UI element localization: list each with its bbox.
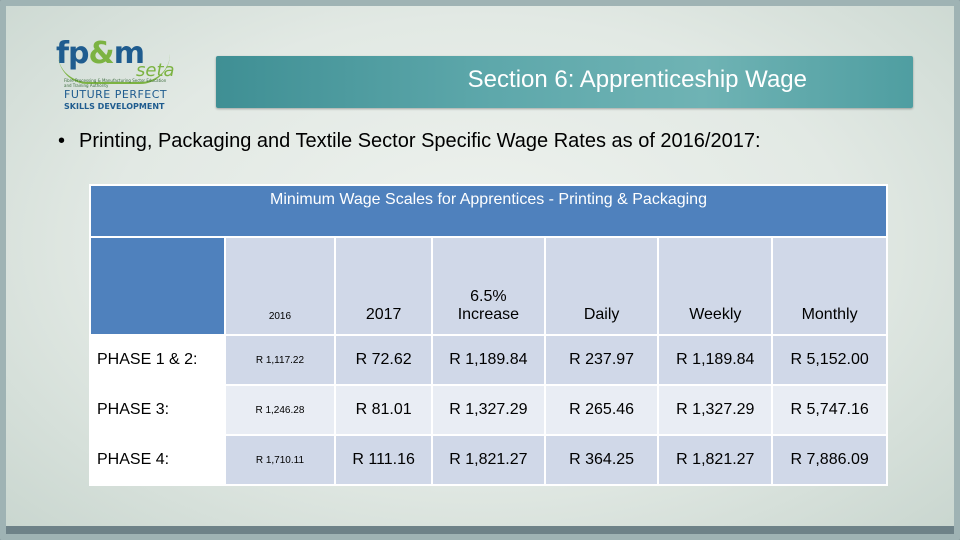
row-phase: PHASE 3: xyxy=(89,384,226,436)
cell-2016: R 1,117.22 xyxy=(223,334,337,386)
logo-tagline: Fibre Processing & Manufacturing Sector … xyxy=(64,78,167,88)
wage-table: Minimum Wage Scales for Apprentices - Pr… xyxy=(89,184,888,486)
header-2016: 2016 xyxy=(223,236,337,336)
logo-future-perfect: FUTURE PERFECT xyxy=(64,88,168,101)
cell-2017: R 72.62 xyxy=(334,334,434,386)
cell-2016: R 1,246.28 xyxy=(223,384,337,436)
table-row: PHASE 3: R 1,246.28 R 81.01 R 1,327.29 R… xyxy=(89,384,888,436)
cell-increase: R 1,327.29 xyxy=(431,384,546,436)
bullet-point: • Printing, Packaging and Textile Sector … xyxy=(58,130,761,153)
cell-monthly: R 7,886.09 xyxy=(771,434,888,486)
slide-title: Section 6: Apprenticeship Wage xyxy=(467,66,807,93)
header-2017: 2017 xyxy=(334,236,434,336)
fpm-seta-logo: fp&m seta Fibre Processing & Manufacturi… xyxy=(56,36,181,122)
header-increase: 6.5% Increase xyxy=(431,236,546,336)
cell-2016: R 1,710.11 xyxy=(223,434,337,486)
table-row: PHASE 1 & 2: R 1,117.22 R 72.62 R 1,189.… xyxy=(89,334,888,386)
logo-seta: seta xyxy=(136,60,175,81)
cell-monthly: R 5,747.16 xyxy=(771,384,888,436)
cell-increase: R 1,189.84 xyxy=(431,334,546,386)
header-weekly: Weekly xyxy=(657,236,774,336)
cell-weekly: R 1,327.29 xyxy=(657,384,774,436)
cell-monthly: R 5,152.00 xyxy=(771,334,888,386)
title-banner: Section 6: Apprenticeship Wage xyxy=(216,56,913,108)
cell-daily: R 265.46 xyxy=(543,384,660,436)
header-blank xyxy=(89,236,226,336)
cell-2017: R 81.01 xyxy=(334,384,434,436)
bullet-text: Printing, Packaging and Textile Sector S… xyxy=(79,130,761,152)
header-monthly: Monthly xyxy=(771,236,888,336)
cell-daily: R 364.25 xyxy=(543,434,660,486)
table-header-row: 2016 2017 6.5% Increase Daily Weekly Mont… xyxy=(89,236,888,336)
row-phase: PHASE 4: xyxy=(89,434,226,486)
logo-skills-development: SKILLS DEVELOPMENT xyxy=(64,102,165,111)
table-caption: Minimum Wage Scales for Apprentices - Pr… xyxy=(89,184,888,238)
cell-weekly: R 1,189.84 xyxy=(657,334,774,386)
bullet-icon: • xyxy=(58,130,66,152)
cell-2017: R 111.16 xyxy=(334,434,434,486)
cell-weekly: R 1,821.27 xyxy=(657,434,774,486)
cell-daily: R 237.97 xyxy=(543,334,660,386)
cell-increase: R 1,821.27 xyxy=(431,434,546,486)
table-row: PHASE 4: R 1,710.11 R 111.16 R 1,821.27 … xyxy=(89,434,888,486)
logo-swirl xyxy=(58,54,170,84)
row-phase: PHASE 1 & 2: xyxy=(89,334,226,386)
header-daily: Daily xyxy=(543,236,660,336)
